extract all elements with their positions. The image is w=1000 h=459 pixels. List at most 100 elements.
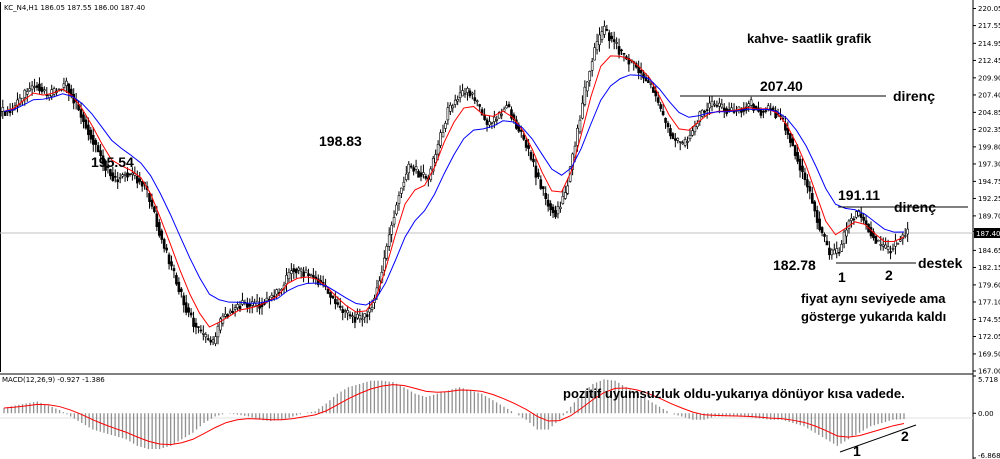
level-191: 191.11 bbox=[838, 187, 880, 203]
candle-body bbox=[700, 109, 704, 117]
candle-body bbox=[642, 73, 645, 79]
candle-body bbox=[903, 235, 907, 237]
candle-body bbox=[627, 58, 631, 65]
candle-body bbox=[749, 99, 753, 106]
candle-body bbox=[828, 247, 831, 256]
candle-body bbox=[864, 220, 868, 225]
candle-body bbox=[285, 274, 288, 285]
candle-body bbox=[659, 104, 662, 109]
candle-body bbox=[674, 138, 677, 141]
candle-body bbox=[439, 132, 442, 146]
candle-body bbox=[713, 103, 716, 106]
candle-body bbox=[468, 90, 472, 97]
candle-body bbox=[126, 172, 129, 178]
candle-body bbox=[341, 309, 345, 313]
candle-body bbox=[370, 306, 374, 310]
candle-body bbox=[578, 119, 582, 133]
candle-body bbox=[458, 92, 462, 98]
candle-body bbox=[358, 315, 362, 320]
candle-body bbox=[832, 249, 836, 255]
candle-body bbox=[336, 302, 340, 305]
candle-body bbox=[485, 119, 489, 125]
candle-body bbox=[30, 85, 34, 90]
price-tick-label: 189.70 bbox=[978, 212, 1000, 220]
candle-body bbox=[62, 83, 66, 88]
candle-body bbox=[123, 173, 127, 176]
price-tick-label: 199.80 bbox=[978, 143, 1000, 151]
candle-body bbox=[419, 172, 423, 177]
price-tick-label: 217.55 bbox=[978, 22, 1000, 30]
candle-body bbox=[118, 177, 122, 179]
candle-body bbox=[678, 141, 682, 143]
candle-body bbox=[165, 247, 168, 251]
candle-body bbox=[8, 111, 12, 114]
candle-body bbox=[752, 104, 755, 111]
candle-body bbox=[309, 273, 313, 276]
candle-body bbox=[111, 172, 115, 181]
candle-body bbox=[422, 172, 425, 175]
candle-body bbox=[610, 35, 614, 40]
candle-body bbox=[172, 268, 176, 272]
candle-body bbox=[424, 175, 428, 179]
candle-body bbox=[647, 80, 650, 84]
candle-body bbox=[18, 97, 22, 105]
candle-body bbox=[189, 312, 193, 316]
candle-body bbox=[40, 87, 44, 92]
candle-body bbox=[436, 144, 440, 155]
candle-body bbox=[204, 334, 208, 338]
candle-body bbox=[622, 52, 626, 55]
candle-body bbox=[598, 34, 601, 46]
level-198: 198.83 bbox=[319, 133, 362, 149]
macd-note: pozitif uyumsuzluk oldu-yukarıya dönüyor… bbox=[563, 386, 905, 401]
candle-body bbox=[121, 174, 124, 177]
candle-body bbox=[595, 41, 599, 51]
price-tick-label: 174.55 bbox=[978, 316, 1000, 324]
candle-body bbox=[265, 297, 269, 302]
candles-group bbox=[0, 20, 909, 347]
candle-body bbox=[113, 175, 117, 178]
candle-body bbox=[157, 222, 161, 236]
candle-body bbox=[246, 303, 249, 308]
symbol-header: KC_N4,H1 186.05 187.55 186.00 187.40 bbox=[4, 4, 145, 12]
price-tick-label: 209.90 bbox=[978, 74, 1000, 82]
candle-body bbox=[803, 172, 807, 180]
candle-body bbox=[669, 128, 672, 137]
candle-body bbox=[840, 243, 843, 252]
candle-body bbox=[197, 326, 200, 328]
candle-body bbox=[28, 88, 31, 92]
candle-body bbox=[104, 160, 107, 171]
candle-body bbox=[390, 224, 393, 235]
candle-body bbox=[43, 89, 46, 92]
support-label: destek bbox=[918, 255, 963, 271]
candle-body bbox=[896, 242, 900, 245]
candle-body bbox=[612, 39, 616, 42]
candle-body bbox=[138, 178, 142, 182]
candle-body bbox=[798, 158, 802, 171]
candle-body bbox=[581, 102, 584, 119]
candle-body bbox=[175, 275, 178, 285]
candle-body bbox=[106, 165, 110, 168]
candle-body bbox=[353, 316, 357, 323]
price-tick-label: 202.35 bbox=[978, 126, 1000, 134]
candle-body bbox=[348, 314, 352, 317]
candle-body bbox=[801, 165, 804, 173]
candle-body bbox=[184, 302, 188, 313]
candle-body bbox=[764, 110, 768, 112]
candle-body bbox=[842, 231, 846, 245]
candle-body bbox=[698, 111, 702, 122]
candle-body bbox=[402, 181, 406, 187]
candle-body bbox=[771, 107, 775, 111]
candle-body bbox=[519, 129, 523, 132]
candle-body bbox=[691, 130, 694, 136]
candle-body bbox=[307, 273, 310, 277]
candle-body bbox=[681, 142, 684, 145]
candle-body bbox=[228, 310, 232, 314]
candle-body bbox=[891, 247, 895, 250]
candle-body bbox=[605, 29, 609, 31]
candle-body bbox=[796, 152, 799, 162]
price-point-2: 2 bbox=[885, 267, 893, 283]
candle-body bbox=[461, 90, 464, 97]
price-tick-label: 194.75 bbox=[978, 178, 1000, 186]
candle-body bbox=[859, 213, 863, 218]
candle-body bbox=[343, 310, 347, 312]
